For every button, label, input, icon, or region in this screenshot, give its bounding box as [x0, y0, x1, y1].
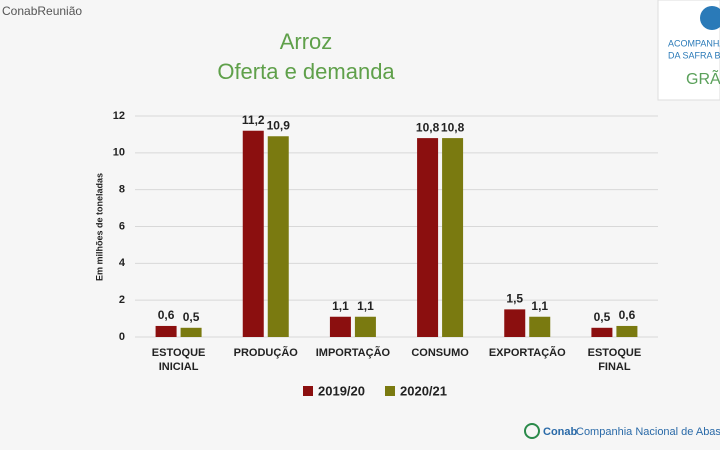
logo-text: GRÃ — [686, 68, 720, 88]
bar — [329, 316, 351, 337]
y-tick-label: 10 — [113, 147, 125, 159]
data-label: 0,6 — [158, 308, 175, 322]
bar — [591, 327, 613, 337]
y-tick-label: 0 — [119, 331, 125, 343]
legend-label: 2020/21 — [400, 383, 447, 398]
bar — [155, 325, 177, 337]
legend-swatch — [303, 386, 313, 396]
footer-brand: Conab — [543, 426, 578, 438]
x-tick-label: ESTOQUE FINAL — [587, 347, 642, 373]
chart-title: Arroz — [280, 29, 333, 54]
x-tick-label: EXPORTAÇÃO — [488, 347, 566, 359]
x-tick-label: ESTOQUE INICIAL — [151, 347, 206, 373]
bar — [504, 309, 526, 337]
x-tick-label: CONSUMO — [411, 347, 469, 359]
data-label: 0,6 — [619, 308, 636, 322]
bar — [180, 327, 202, 337]
window-title: ConabReunião — [2, 4, 82, 18]
y-axis-label: Em milhões de toneladas — [94, 173, 104, 281]
logo-text: DA SAFRA BI — [668, 50, 720, 60]
bar — [242, 130, 264, 337]
bar — [529, 316, 551, 337]
footer-icon — [524, 423, 540, 439]
y-tick-label: 2 — [119, 294, 125, 306]
data-label: 1,5 — [506, 292, 523, 306]
data-label: 1,1 — [332, 299, 349, 313]
y-tick-label: 4 — [119, 257, 126, 269]
logo-icon — [700, 6, 720, 30]
y-tick-label: 6 — [119, 220, 125, 232]
legend-swatch — [385, 386, 395, 396]
y-tick-label: 12 — [113, 110, 125, 122]
x-tick-label: PRODUÇÃO — [233, 347, 298, 359]
bar — [267, 136, 289, 337]
chart-subtitle: Oferta e demanda — [217, 59, 395, 84]
bar — [442, 138, 464, 337]
x-tick-label: IMPORTAÇÃO — [315, 347, 391, 359]
logo-text: ACOMPANHA — [668, 38, 720, 48]
y-tick-label: 8 — [119, 184, 125, 196]
data-label: 1,1 — [357, 299, 374, 313]
bar — [354, 316, 376, 337]
data-label: 10,8 — [416, 120, 440, 134]
footer-name: Companhia Nacional de Abastec — [576, 426, 720, 438]
legend-label: 2019/20 — [318, 383, 365, 398]
data-label: 11,2 — [242, 113, 265, 127]
bar — [616, 325, 638, 337]
bar — [417, 138, 439, 337]
data-label: 10,8 — [441, 120, 465, 134]
data-label: 0,5 — [594, 310, 611, 324]
data-label: 0,5 — [183, 310, 200, 324]
data-label: 10,9 — [267, 118, 291, 132]
data-label: 1,1 — [531, 299, 548, 313]
